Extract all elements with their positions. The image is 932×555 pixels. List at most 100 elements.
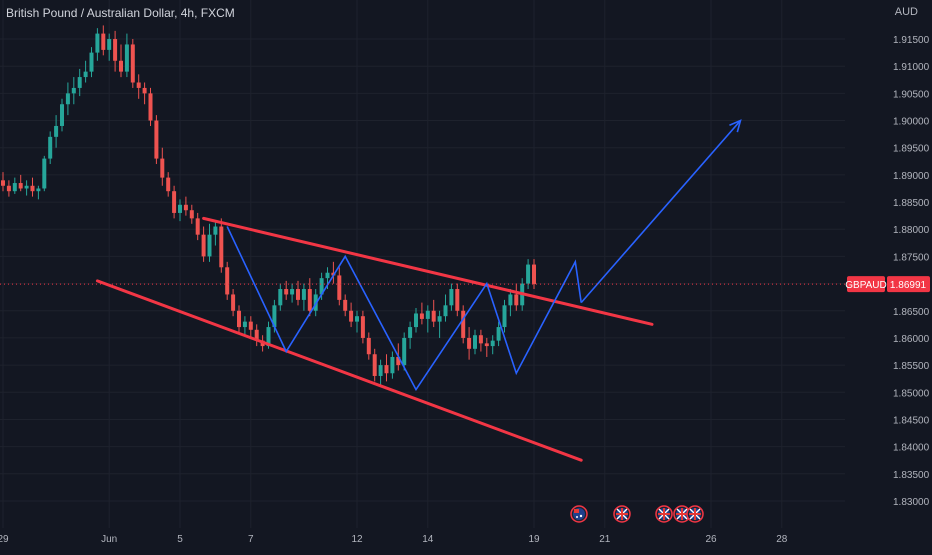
candle-body <box>402 337 407 366</box>
candle-body <box>136 82 141 88</box>
channel-lower-line <box>95 279 583 462</box>
y-tick-label: 1.89000 <box>893 171 930 182</box>
x-tick-label: 28 <box>776 534 788 545</box>
candle-body <box>237 310 241 328</box>
candle-body <box>6 185 11 192</box>
candle-body <box>349 310 354 322</box>
events-layer <box>570 505 704 523</box>
candle-body <box>101 33 106 50</box>
candle-body <box>272 305 277 328</box>
candle-body <box>372 354 377 376</box>
channel-upper-line <box>202 216 654 326</box>
candle-body <box>319 278 324 295</box>
candles <box>1 25 536 387</box>
candle-body <box>502 305 507 328</box>
candle-body <box>36 188 41 192</box>
candle-body <box>24 185 29 189</box>
candle-body <box>207 234 212 257</box>
candle-body <box>307 289 312 311</box>
candle-body <box>48 136 53 159</box>
candle-body <box>278 289 283 306</box>
candle-body <box>148 93 153 121</box>
candle-body <box>183 204 188 211</box>
price-tag <box>887 276 930 293</box>
uk-flag-icon[interactable] <box>655 505 673 523</box>
price-tag-layer: GBPAUD 1.86991 <box>0 276 930 293</box>
x-tick-label: Jun <box>101 534 117 545</box>
candle-body <box>467 337 472 349</box>
candle-body <box>160 158 165 178</box>
candle-body <box>172 191 177 213</box>
candle-body <box>189 210 194 219</box>
y-tick-label: 1.88000 <box>893 225 930 236</box>
candle-body <box>284 289 289 295</box>
candle-body <box>532 264 536 285</box>
australia-flag-icon[interactable] <box>570 505 588 523</box>
x-tick-label: 7 <box>248 534 254 545</box>
candle-body <box>473 335 477 349</box>
candle-body <box>71 87 76 94</box>
candle-body <box>526 264 531 284</box>
y-tick-label: 1.88500 <box>893 198 930 209</box>
y-tick-label: 1.89500 <box>893 144 930 155</box>
zigzag-path <box>226 226 582 392</box>
candle-body <box>1 180 5 186</box>
uk-flag-icon[interactable] <box>686 505 704 523</box>
y-tick-label: 1.85500 <box>893 361 930 372</box>
candle-body <box>60 104 64 126</box>
candle-body <box>425 310 430 319</box>
currency-label: AUD <box>894 6 918 18</box>
candle-body <box>266 327 271 347</box>
symbol-tag-label: GBPAUD <box>845 280 887 291</box>
axes: 1.91500 1.91000 1.90500 1.90000 1.89500 1.890… <box>0 35 930 545</box>
y-tick-label: 1.91500 <box>893 35 930 46</box>
candle-body <box>113 39 118 61</box>
candle-body <box>419 313 424 319</box>
candle-body <box>496 327 501 341</box>
flag-star <box>576 516 578 518</box>
candle-body <box>461 310 466 338</box>
candle-body <box>449 289 454 306</box>
y-tick-label: 1.83500 <box>893 470 930 481</box>
candle-body <box>154 120 159 159</box>
x-tick-label: 21 <box>599 534 611 545</box>
y-tick-label: 1.85000 <box>893 388 930 399</box>
candle-body <box>455 289 460 311</box>
candle-body <box>296 289 300 300</box>
candle-body <box>219 226 224 268</box>
candle-body <box>42 158 47 189</box>
candle-body <box>484 343 489 347</box>
candle-body <box>89 52 94 72</box>
uk-flag-icon[interactable] <box>673 505 691 523</box>
candle-body <box>195 218 200 235</box>
candle-body <box>290 289 295 295</box>
candle-body <box>248 321 253 330</box>
x-tick-label: 29 <box>0 534 9 545</box>
candle-body <box>508 294 513 306</box>
candle-body <box>107 39 112 50</box>
candle-body <box>225 267 230 295</box>
x-tick-label: 26 <box>705 534 717 545</box>
candle-body <box>213 226 218 235</box>
y-tick-label: 1.90000 <box>893 117 930 128</box>
candle-body <box>178 204 182 213</box>
candle-body <box>18 183 23 189</box>
candle-body <box>360 316 365 338</box>
candle-body <box>166 177 171 192</box>
candle-body <box>366 337 371 355</box>
x-tick-label: 12 <box>351 534 363 545</box>
candle-body <box>343 299 348 311</box>
y-tick-label: 1.86500 <box>893 307 930 318</box>
candle-body <box>30 185 35 192</box>
candle-body <box>130 44 135 83</box>
x-tick-label: 5 <box>177 534 183 545</box>
candle-body <box>77 77 82 88</box>
candle-body <box>95 33 100 53</box>
candle-body <box>254 329 259 341</box>
candle-body <box>142 87 147 94</box>
uk-flag-icon[interactable] <box>613 505 631 523</box>
y-tick-label: 1.87500 <box>893 252 930 263</box>
candle-body <box>124 44 129 72</box>
